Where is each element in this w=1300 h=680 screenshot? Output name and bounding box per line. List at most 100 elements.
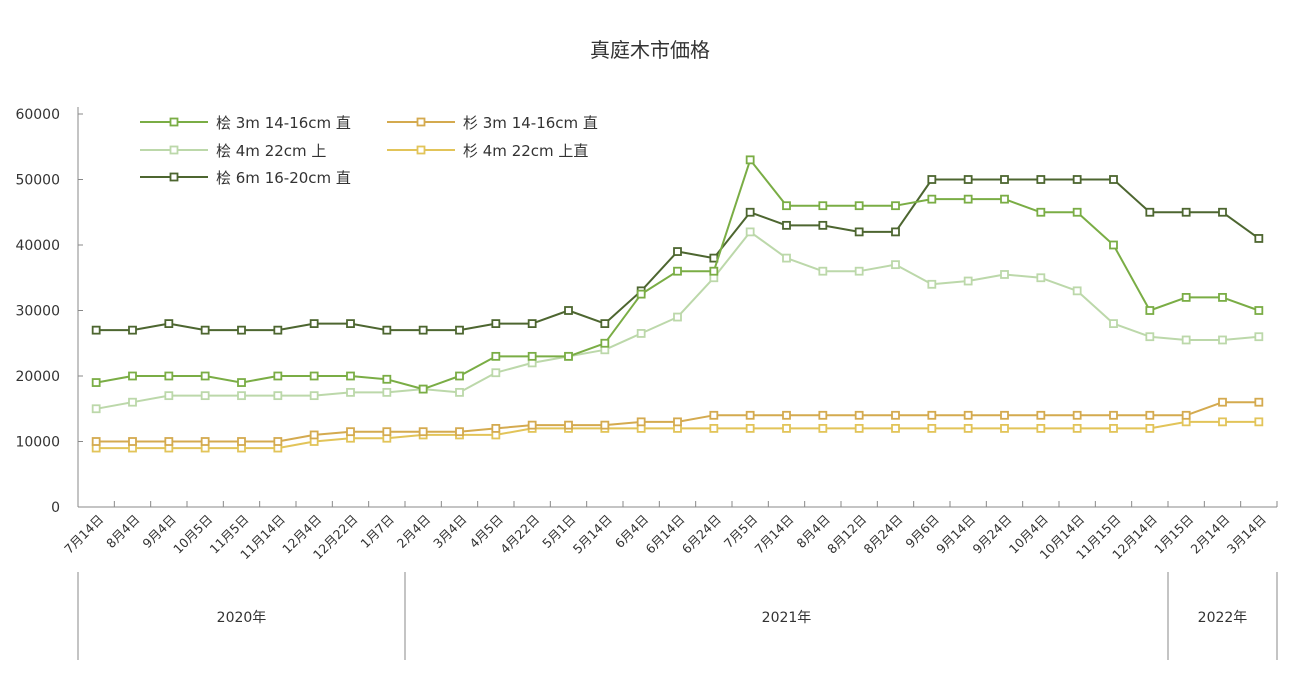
data-point	[237, 391, 246, 401]
data-point	[91, 325, 101, 335]
data-point	[418, 427, 428, 437]
data-point	[673, 417, 682, 427]
data-point	[1036, 423, 1046, 433]
data-point	[891, 423, 900, 433]
data-point	[963, 423, 973, 433]
data-point	[309, 371, 319, 381]
x-tick-label: 6月14日	[642, 512, 687, 557]
data-point	[1109, 175, 1118, 184]
data-point	[91, 378, 101, 387]
data-point	[709, 410, 719, 420]
data-point	[1072, 286, 1082, 296]
data-point	[1254, 332, 1264, 342]
data-point	[273, 371, 283, 381]
y-tick-label: 60000	[15, 107, 60, 123]
data-point	[963, 276, 973, 286]
data-point	[128, 397, 137, 407]
data-point	[963, 194, 973, 204]
data-point	[237, 325, 246, 335]
data-point	[782, 423, 791, 433]
data-point	[237, 437, 246, 446]
data-point	[1254, 417, 1264, 427]
series-lines	[91, 155, 1264, 453]
data-point	[309, 319, 319, 329]
data-point	[1254, 234, 1264, 243]
data-point	[818, 220, 828, 230]
data-point	[346, 387, 355, 397]
axes	[77, 107, 1277, 508]
data-point	[673, 247, 682, 256]
data-point	[164, 437, 174, 446]
data-point	[382, 387, 392, 397]
data-point	[818, 266, 828, 276]
data-point	[1145, 332, 1155, 342]
data-point	[1109, 240, 1118, 250]
data-point	[237, 378, 246, 387]
data-point	[673, 312, 682, 322]
data-point	[745, 227, 755, 237]
x-tick-label: 1月7日	[357, 512, 397, 552]
legend-item: 杉 3m 14-16cm 直	[387, 114, 598, 132]
data-point	[818, 410, 828, 420]
data-point	[564, 306, 573, 315]
data-point	[1036, 175, 1046, 184]
data-point	[91, 404, 101, 414]
data-point	[200, 325, 210, 335]
data-point	[527, 420, 537, 430]
data-point	[745, 155, 755, 165]
data-point	[782, 253, 791, 263]
data-point	[418, 325, 428, 335]
legend-marker	[169, 145, 179, 155]
data-point	[273, 437, 283, 446]
data-point	[564, 351, 573, 361]
year-label: 2022年	[1198, 610, 1248, 626]
legend-label: 杉 4m 22cm 上直	[463, 142, 588, 160]
data-point	[818, 201, 828, 211]
data-point	[1218, 397, 1227, 407]
series-3	[91, 175, 1264, 335]
data-point	[600, 319, 610, 329]
data-point	[164, 391, 174, 401]
chart-title: 真庭木市価格	[590, 38, 710, 62]
data-point	[346, 427, 355, 437]
data-point	[709, 423, 719, 433]
data-point	[309, 430, 319, 440]
data-point	[455, 387, 464, 397]
x-tick-label: 9月14日	[933, 512, 978, 557]
data-point	[891, 260, 900, 270]
data-point	[927, 279, 937, 289]
data-point	[455, 325, 464, 335]
y-tick-label: 40000	[15, 238, 60, 254]
data-point	[854, 227, 864, 237]
data-point	[1181, 292, 1191, 302]
data-point	[854, 266, 864, 276]
data-point	[200, 437, 210, 446]
data-point	[1036, 273, 1046, 283]
data-point	[1072, 207, 1082, 217]
data-point	[600, 338, 610, 348]
legend-item: 桧 4m 22cm 上	[140, 142, 326, 160]
x-tick-label: 8月24日	[860, 512, 905, 557]
data-point	[1218, 335, 1227, 345]
x-tick-label: 7月14日	[751, 512, 796, 557]
x-tick-label: 3月14日	[1224, 512, 1269, 557]
data-point	[1254, 397, 1264, 407]
x-tick-label: 8月4日	[103, 512, 143, 552]
series-4	[91, 397, 1264, 446]
y-tick-label: 10000	[15, 435, 60, 451]
y-tick-label: 30000	[15, 304, 60, 320]
data-point	[745, 423, 755, 433]
data-point	[818, 423, 828, 433]
data-point	[455, 427, 464, 437]
data-point	[164, 319, 174, 329]
series-2	[91, 227, 1264, 414]
data-point	[1181, 207, 1191, 217]
x-tick-label: 3月4日	[430, 512, 470, 552]
data-point	[273, 391, 283, 401]
y-tick-label: 20000	[15, 369, 60, 385]
x-tick-label: 9月24日	[969, 512, 1014, 557]
y-tick-label: 50000	[15, 173, 60, 189]
data-point	[927, 194, 937, 204]
data-point	[1145, 306, 1155, 315]
